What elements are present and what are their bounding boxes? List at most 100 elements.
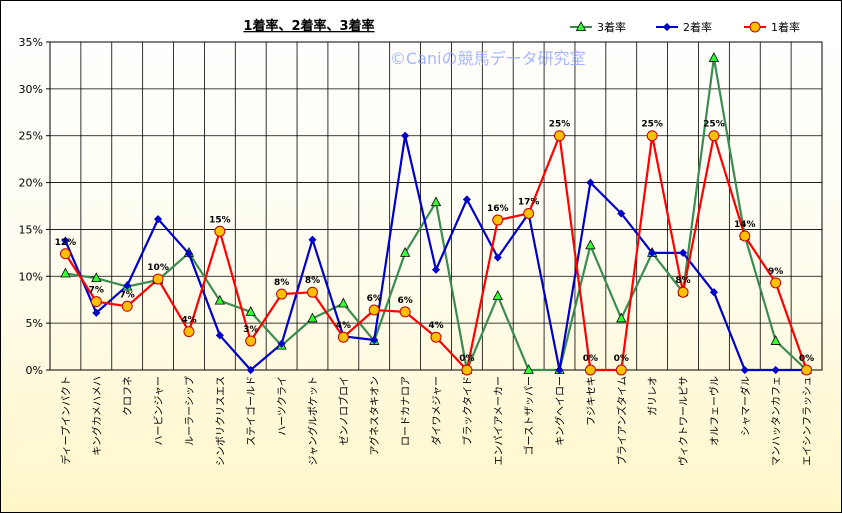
- series-3-point: [368, 304, 380, 316]
- series-1-point: [708, 52, 720, 62]
- x-tick-label: キングヘイロー: [554, 376, 567, 446]
- series-3-point: [523, 207, 535, 219]
- series-3-point: [337, 331, 349, 343]
- series-3-point: [584, 364, 596, 376]
- x-tick-label: エンパイアメーカー: [493, 376, 505, 466]
- series-2-point: [771, 365, 780, 375]
- series-3-point: [430, 331, 442, 343]
- series-2-point: [215, 331, 224, 340]
- x-tick-label: アグネスタキオン: [368, 376, 381, 456]
- data-label: 0%: [614, 354, 629, 364]
- series-3-point: [276, 288, 288, 300]
- series-2-point: [617, 209, 626, 218]
- x-tick-label: ルーラーシップ: [184, 376, 196, 446]
- series-3-point: [739, 230, 751, 242]
- series-3-point: [90, 296, 102, 308]
- x-tick-label: マンハッタンカフェ: [771, 376, 783, 466]
- y-tick-label: 30%: [19, 83, 43, 96]
- x-tick-label: ステイゴールド: [245, 376, 258, 446]
- series-2-point: [154, 215, 163, 224]
- legend-label-1: 3着率: [597, 20, 626, 34]
- series-1-point: [60, 267, 71, 278]
- series-2-point: [678, 248, 688, 257]
- data-label: 4%: [428, 321, 443, 331]
- series-2-point: [308, 235, 317, 244]
- data-label: 6%: [367, 294, 382, 304]
- x-tick-label: クロフネ: [122, 376, 134, 416]
- series-3-point: [708, 130, 720, 142]
- x-tick-label: フジキセキ: [585, 376, 597, 426]
- x-tick-label: キングカメハメハ: [90, 376, 103, 456]
- data-label: 25%: [549, 120, 571, 130]
- series-3-point: [59, 248, 71, 260]
- series-3-point: [801, 364, 813, 376]
- legend-marker-2: [662, 22, 672, 32]
- series-2-point: [431, 265, 441, 274]
- y-tick-label: 10%: [19, 270, 43, 283]
- data-label: 8%: [305, 276, 320, 286]
- data-label: 4%: [181, 316, 196, 326]
- x-tick-label: シャマーダル: [739, 376, 752, 436]
- x-tick-label: ハーツクライ: [277, 376, 289, 436]
- series-3-point: [214, 225, 226, 237]
- x-tick-label: ヴィクトワールピサ: [677, 376, 690, 466]
- series-3-point: [770, 277, 782, 289]
- series-1-point: [214, 294, 226, 305]
- data-label: 9%: [768, 267, 783, 277]
- series-2-point: [123, 281, 132, 290]
- series-3-point: [152, 273, 164, 285]
- data-label: 14%: [734, 220, 756, 230]
- gridlines: [49, 41, 823, 371]
- x-axis-labels: ディープインパクト キングカメハメハ クロフネ ハービンジャー ルーラーシップ シンボリク…: [59, 376, 813, 466]
- data-label: 0%: [459, 354, 474, 364]
- series-3-point: [245, 335, 257, 347]
- x-tick-label: ブライアンズタイム: [615, 376, 628, 465]
- data-label: 7%: [89, 286, 104, 296]
- data-label: 3%: [243, 325, 258, 335]
- series-3-point: [399, 306, 411, 318]
- series-2-point: [709, 288, 718, 297]
- chart-title: 1着率、2着率、3着率: [243, 18, 374, 34]
- legend: 3着率 2着率 1着率: [570, 20, 800, 34]
- series-2-point: [462, 195, 471, 204]
- series-1-point: [430, 196, 442, 207]
- x-tick-label: ガリレオ: [647, 376, 659, 416]
- series-2-point: [401, 131, 410, 140]
- watermark-text: ©Caniの競馬データ研究室: [390, 49, 586, 68]
- series-1-point: [585, 239, 596, 250]
- data-labels: 12% 7% 7% 10% 4% 15% 3% 8% 8% 4% 6% 6% 4% 0% 16% 17% 25%…: [55, 120, 815, 364]
- data-label: 10%: [147, 263, 169, 273]
- data-label: 16%: [487, 204, 509, 214]
- data-label: 15%: [209, 215, 231, 225]
- series-2-point: [370, 335, 379, 345]
- series-1-point: [245, 306, 256, 316]
- series-3-point: [554, 130, 566, 142]
- series-2-point: [648, 248, 657, 257]
- series-2-point: [61, 236, 70, 245]
- series-markers: [59, 52, 813, 376]
- series-1-point: [616, 312, 627, 323]
- series-3-point: [183, 326, 195, 338]
- series-2-point: [277, 339, 286, 348]
- x-tick-label: ゴーストザッパー: [523, 376, 536, 456]
- data-label: 12%: [55, 238, 77, 248]
- legend-label-2: 2着率: [683, 20, 712, 34]
- x-tick-label: オルフェーヴル: [708, 376, 721, 446]
- series-1-point: [770, 335, 781, 345]
- data-label: 25%: [703, 120, 725, 130]
- data-label: 8%: [675, 276, 690, 286]
- data-label: 0%: [799, 354, 814, 364]
- data-label: 8%: [274, 278, 289, 288]
- data-label: 0%: [583, 354, 598, 364]
- series-1-point: [492, 290, 503, 300]
- series-2-point: [586, 178, 595, 187]
- series-3-point: [121, 300, 133, 312]
- y-tick-label: 25%: [19, 130, 43, 143]
- series-2-point: [184, 249, 194, 258]
- series-3-point: [615, 364, 627, 376]
- data-label: 25%: [641, 120, 663, 130]
- x-tick-label: ディープインパクト: [59, 376, 72, 465]
- series-3-point: [646, 130, 658, 142]
- series-1-point: [523, 364, 534, 374]
